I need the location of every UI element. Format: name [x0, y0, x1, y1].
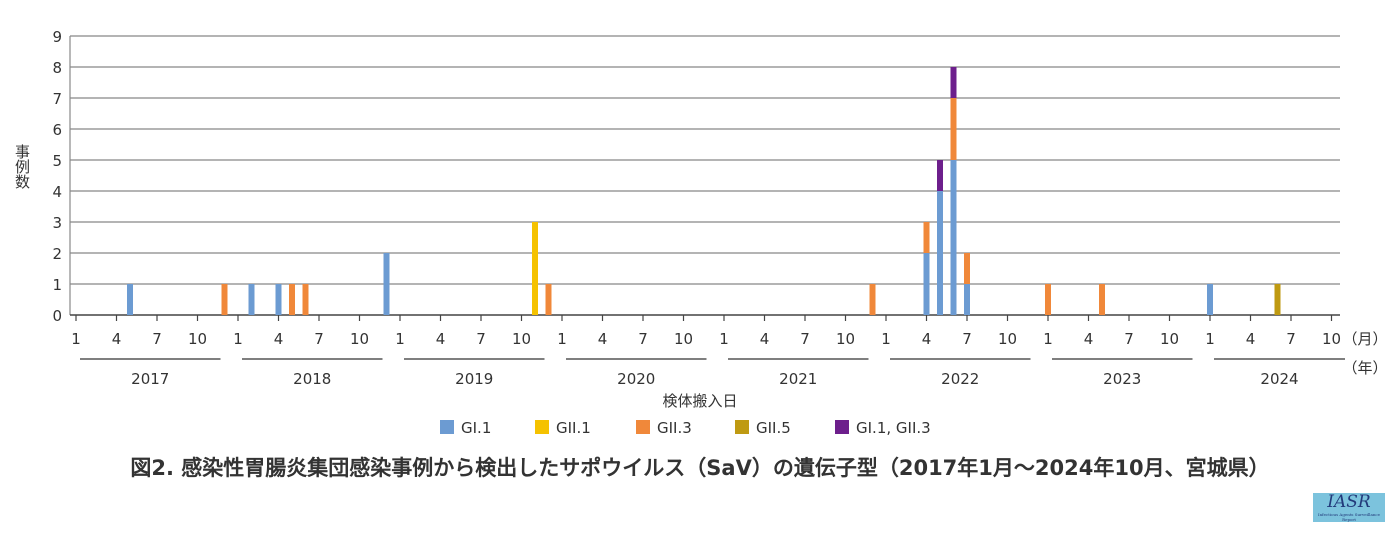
logo-text: IASR [1327, 492, 1371, 512]
legend-label: GI.1, GII.3 [856, 419, 931, 437]
y-tick-label: 7 [52, 90, 62, 108]
x-tick-label: 1 [395, 330, 405, 348]
bar-segment-gii-3 [869, 284, 876, 315]
year-unit-label: （年） [1342, 359, 1387, 377]
figure-caption: 図2. 感染性胃腸炎集団感染事例から検出したサポウイルス（SaV）の遺伝子型（2… [130, 456, 1270, 480]
x-tick-label: 1 [881, 330, 891, 348]
year-label: 2020 [617, 370, 655, 388]
x-tick-label: 10 [350, 330, 369, 348]
bar-segment-gi-1 [937, 191, 943, 315]
bar-segment-gii-3 [289, 284, 295, 315]
x-tick-label: 1 [719, 330, 729, 348]
bar-segment-gi-1 [248, 284, 255, 315]
legend-swatch [440, 420, 454, 434]
x-tick-label: 7 [152, 330, 162, 348]
year-label: 2024 [1260, 370, 1298, 388]
legend-label: GI.1 [461, 419, 491, 437]
y-tick-label: 6 [52, 121, 62, 139]
x-tick-label: 10 [1322, 330, 1341, 348]
bar-segment-gii-3 [302, 284, 309, 315]
bar-segment-gi-1 [127, 284, 133, 315]
x-tick-label: 7 [1286, 330, 1296, 348]
legend-swatch [835, 420, 849, 434]
y-axis-label: 事例数 [13, 144, 31, 189]
x-tick-label: 7 [314, 330, 324, 348]
x-tick-label: 4 [112, 330, 122, 348]
year-label: 2022 [941, 370, 979, 388]
x-tick-label: 1 [557, 330, 567, 348]
legend-swatch [735, 420, 749, 434]
legend-swatch [636, 420, 650, 434]
x-tick-label: 4 [436, 330, 446, 348]
y-tick-label: 3 [52, 214, 62, 232]
bar-segment-gi-1 [383, 253, 390, 315]
year-label: 2019 [455, 370, 493, 388]
x-tick-label: 10 [188, 330, 207, 348]
bar-segment-gii-5 [1274, 284, 1281, 315]
legend-swatch [535, 420, 549, 434]
bar-segment-gii-3 [221, 284, 228, 315]
x-tick-label: 10 [998, 330, 1017, 348]
x-tick-label: 7 [962, 330, 972, 348]
bar-segment-gi-1 [923, 253, 930, 315]
bar-segment-gi-1-gii-3 [937, 160, 943, 191]
bar-segment-gi-1 [964, 284, 970, 315]
x-tick-label: 4 [922, 330, 932, 348]
x-tick-label: 10 [674, 330, 693, 348]
y-tick-label: 1 [52, 276, 62, 294]
bar-segment-gi-1 [950, 160, 957, 315]
year-label: 2018 [293, 370, 331, 388]
x-tick-label: 1 [71, 330, 81, 348]
y-tick-label: 5 [52, 152, 62, 170]
y-tick-label: 4 [52, 183, 62, 201]
legend-label: GII.3 [657, 419, 692, 437]
legend-label: GII.5 [756, 419, 791, 437]
x-axis-label: 検体搬入日 [662, 392, 737, 410]
year-label: 2021 [779, 370, 817, 388]
x-tick-label: 4 [598, 330, 608, 348]
x-tick-label: 4 [274, 330, 284, 348]
y-tick-label: 9 [52, 28, 62, 46]
y-tick-label: 8 [52, 59, 62, 77]
logo-subtext: Infectious Agents Surveillance Report [1317, 512, 1381, 522]
x-tick-label: 4 [1246, 330, 1256, 348]
bar-segment-gi-1 [275, 284, 282, 315]
x-tick-label: 4 [760, 330, 770, 348]
iasr-logo: IASR Infectious Agents Surveillance Repo… [1313, 493, 1385, 522]
x-tick-label: 1 [1043, 330, 1053, 348]
x-tick-label: 7 [1124, 330, 1134, 348]
year-label: 2023 [1103, 370, 1141, 388]
year-label: 2017 [131, 370, 169, 388]
x-tick-label: 10 [836, 330, 855, 348]
x-tick-label: 7 [800, 330, 810, 348]
bar-segment-gi-1-gii-3 [950, 67, 957, 98]
bar-segment-gii-1 [532, 222, 538, 315]
bar-segment-gii-3 [1045, 284, 1051, 315]
y-tick-label: 0 [52, 307, 62, 325]
x-tick-label: 10 [512, 330, 531, 348]
legend-label: GII.1 [556, 419, 591, 437]
bar-segment-gii-3 [1099, 284, 1105, 315]
x-tick-label: 10 [1160, 330, 1179, 348]
x-tick-label: 7 [638, 330, 648, 348]
x-tick-label: 1 [1205, 330, 1215, 348]
x-tick-label: 7 [476, 330, 486, 348]
bar-segment-gii-3 [923, 222, 930, 253]
x-tick-label: 1 [233, 330, 243, 348]
bar-segment-gii-3 [964, 253, 970, 284]
bar-segment-gii-3 [950, 98, 957, 160]
month-unit-label: （月） [1342, 330, 1387, 348]
bar-segment-gi-1 [1207, 284, 1213, 315]
bar-segment-gii-3 [545, 284, 552, 315]
x-tick-label: 4 [1084, 330, 1094, 348]
y-tick-label: 2 [52, 245, 62, 263]
